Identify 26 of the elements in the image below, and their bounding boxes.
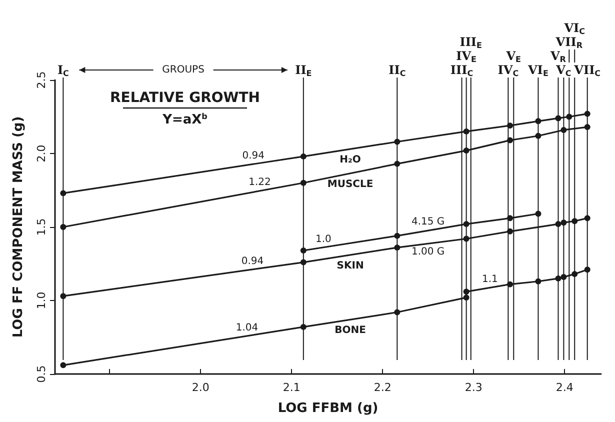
y-tick-label: 2.0 (35, 144, 48, 162)
x-axis-title: LOG FFBM (g) (278, 401, 378, 416)
y-tick-label: 2.5 (35, 71, 48, 89)
y-axis-title: LOG FF COMPONENT MASS (g) (11, 116, 26, 338)
x-tick-label: 2.1 (282, 381, 300, 394)
annotation: 1.1 (482, 274, 498, 285)
annotation: 0.94 (242, 150, 265, 162)
y-tick-label: 0.5 (35, 365, 48, 383)
annotation: 1.00 G (412, 246, 445, 258)
y-tick-label: 1.0 (35, 292, 48, 310)
annotation: 0.94 (241, 256, 264, 268)
annotation: 1.22 (248, 176, 271, 188)
annotation: 4.15 G (412, 216, 445, 228)
x-tick-label: 2.0 (192, 381, 210, 394)
series-label: SKIN (336, 260, 364, 272)
y-tick-label: 1.5 (35, 218, 48, 236)
series-label: H₂O (340, 154, 361, 166)
x-tick-label: 2.4 (556, 381, 574, 394)
series-label: MUSCLE (327, 178, 374, 190)
annotation: 1.0 (315, 234, 332, 246)
annotation: RELATIVE GROWTH (110, 90, 260, 106)
series-label: BONE (334, 325, 366, 336)
x-tick-label: 2.3 (464, 381, 482, 394)
x-tick-label: 2.2 (374, 381, 392, 394)
annotation: 1.04 (236, 322, 258, 334)
text: GROUPS (162, 64, 204, 76)
